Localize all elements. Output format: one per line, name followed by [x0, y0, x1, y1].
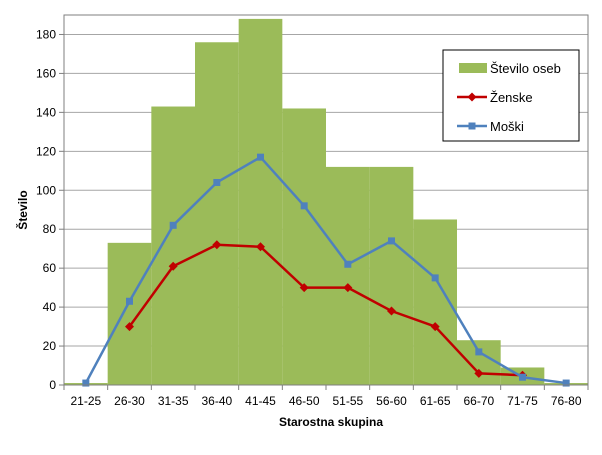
bar-41-45	[238, 18, 283, 385]
marker-point	[126, 297, 133, 305]
bar-46-50	[282, 108, 326, 385]
y-tick-label: 140	[36, 105, 56, 119]
x-tick-label: 76-80	[551, 394, 582, 408]
x-tick-label: 26-30	[114, 394, 145, 408]
y-tick-label: 180	[36, 27, 56, 41]
legend-marker	[468, 122, 476, 130]
x-tick-label: 41-45	[245, 394, 276, 408]
y-tick-label: 20	[43, 339, 57, 353]
series-line-Moški	[84, 155, 567, 385]
bar-51-55	[326, 166, 370, 385]
x-tick-label: 61-65	[420, 394, 451, 408]
legend: Število oseb Ženske Moški	[442, 49, 580, 142]
bar-66-70	[457, 340, 501, 385]
marker-point	[562, 379, 570, 387]
y-tick-label: 60	[43, 261, 57, 275]
marker-point	[519, 373, 526, 381]
x-tick-label: 51-55	[332, 394, 363, 408]
bar-56-60	[369, 166, 414, 385]
marker-point	[388, 237, 395, 245]
y-tick-label: 80	[43, 222, 57, 236]
y-tick-label: 100	[36, 183, 56, 197]
marker-point	[299, 283, 309, 293]
bar-31-35	[151, 106, 195, 386]
x-tick-label: 66-70	[463, 394, 494, 408]
bar-36-40	[195, 42, 239, 386]
x-tick-label: 31-35	[158, 394, 189, 408]
y-tick-label: 40	[43, 300, 57, 314]
x-tick-label: 71-75	[507, 394, 538, 408]
legend-label: Število oseb	[490, 61, 561, 76]
marker-point	[387, 306, 396, 316]
x-tick-label: 21-25	[70, 394, 101, 408]
y-tick-label: 120	[36, 144, 56, 158]
marker-point	[256, 242, 265, 252]
x-axis-title: Starostna skupina	[279, 415, 383, 429]
marker-point	[431, 274, 439, 282]
marker-point	[169, 221, 177, 229]
y-axis-title: Število	[15, 190, 30, 229]
marker-point	[82, 379, 90, 387]
bar-series	[64, 18, 588, 386]
marker-point	[300, 202, 308, 210]
line-series	[82, 153, 570, 387]
marker-point	[474, 368, 484, 378]
legend-label: Moški	[490, 119, 524, 134]
marker-point	[257, 153, 264, 161]
x-tick-label: 36-40	[201, 394, 232, 408]
legend-swatch	[459, 63, 487, 73]
legend-label: Ženske	[490, 90, 533, 105]
marker-point	[168, 261, 178, 271]
marker-point	[344, 260, 352, 268]
marker-point	[343, 283, 353, 293]
bar-26-30	[107, 242, 152, 385]
marker-point	[475, 348, 483, 356]
x-tick-label: 56-60	[376, 394, 407, 408]
marker-point	[212, 240, 222, 250]
marker-point	[213, 178, 221, 186]
series-line-Ženske	[128, 243, 523, 377]
y-tick-labels: 0 20 40 60 80 100 120 140 160 180	[36, 27, 56, 392]
x-tick-labels: 21-25 26-30 31-35 36-40 41-45 46-50 51-55 56-60…	[70, 394, 581, 408]
y-tick-label: 0	[49, 378, 56, 392]
y-tick-label: 160	[36, 66, 56, 80]
legend-marker	[467, 92, 477, 102]
axes	[59, 14, 589, 390]
marker-point	[125, 322, 134, 332]
x-tick-label: 46-50	[289, 394, 320, 408]
marker-point	[430, 322, 440, 332]
